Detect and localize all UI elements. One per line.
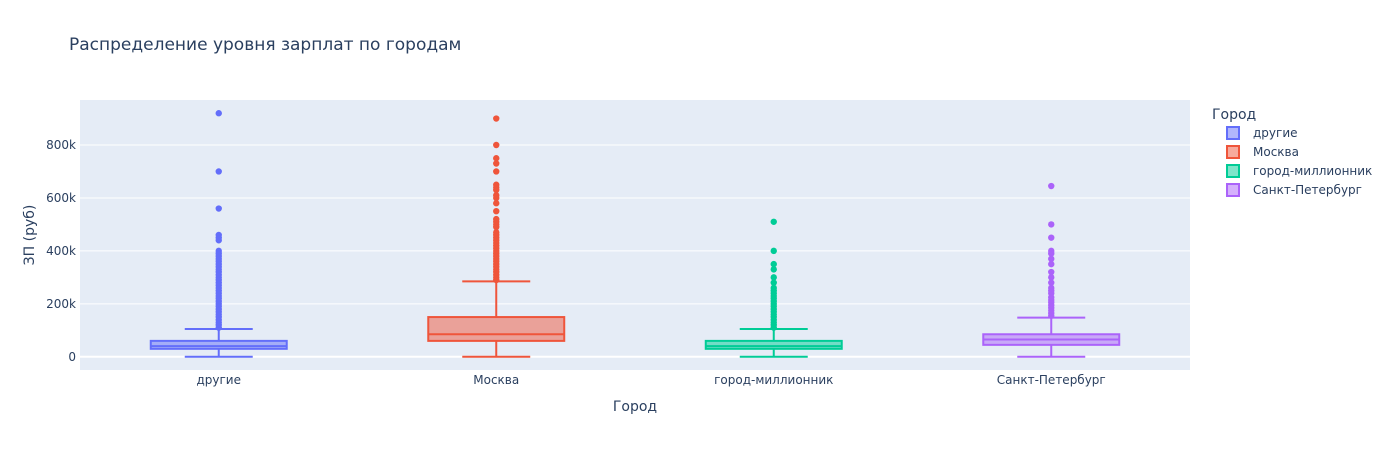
box-iqr: [427, 316, 566, 342]
box-trace: [149, 110, 288, 358]
outlier-point: [770, 260, 777, 268]
outlier-point: [770, 279, 777, 286]
legend-swatch: [1226, 145, 1240, 159]
outlier-point: [770, 284, 777, 292]
y-tick-label: 800k: [46, 138, 76, 152]
legend-title: Город: [1212, 107, 1256, 123]
outlier-point: [1048, 279, 1055, 286]
box-traces: [149, 110, 1121, 358]
legend-label: другие: [1253, 126, 1298, 140]
outlier-point: [493, 192, 500, 199]
outlier-point: [770, 218, 777, 225]
x-tick-labels: другие Москва город-миллионник Санкт-Петерб…: [196, 373, 1105, 387]
outlier-point: [493, 160, 500, 167]
box-trace: [427, 115, 566, 358]
legend-items: другие Москва город-миллионник Санкт-Петерб…: [1226, 126, 1372, 197]
box-iqr: [704, 339, 843, 350]
outlier-point: [215, 231, 222, 239]
x-tick-label: город-миллионник: [714, 373, 833, 387]
outlier-point: [493, 181, 500, 188]
legend-label: город-миллионник: [1253, 164, 1372, 178]
y-tick-label: 200k: [46, 297, 76, 311]
outlier-point: [1048, 247, 1055, 255]
outlier-point: [770, 266, 777, 273]
outlier-point: [493, 200, 500, 207]
y-tick-label: 600k: [46, 191, 76, 205]
outlier-point: [493, 215, 500, 223]
legend-label: Москва: [1253, 145, 1299, 159]
x-tick-label: Москва: [473, 373, 519, 387]
y-axis-title: ЗП (руб): [22, 205, 38, 266]
legend-label: Санкт-Петербург: [1253, 183, 1362, 197]
outlier-point: [1048, 234, 1055, 241]
y-tick-label: 400k: [46, 244, 76, 258]
outlier-point: [215, 168, 222, 175]
outlier-point: [1048, 268, 1055, 276]
legend-swatch: [1226, 126, 1240, 140]
y-tick-labels: 0 200k 400k 600k 800k: [46, 138, 76, 364]
x-tick-label: Санкт-Петербург: [997, 373, 1106, 387]
outlier-point: [493, 168, 500, 175]
outlier-point: [1048, 182, 1055, 190]
x-tick-label: другие: [196, 373, 241, 387]
x-axis-title: Город: [613, 399, 657, 415]
box-trace: [982, 182, 1121, 358]
y-tick-label: 0: [68, 350, 76, 364]
outlier-point: [1048, 284, 1055, 292]
chart-title: Распределение уровня зарплат по городам: [69, 35, 461, 55]
legend: Город другие Москва город-миллионник Санкт-…: [1212, 107, 1372, 197]
outlier-point: [215, 247, 222, 255]
legend-swatch: [1226, 164, 1240, 178]
outlier-point: [493, 229, 500, 236]
outlier-point: [493, 115, 500, 122]
outlier-point: [1048, 255, 1055, 263]
legend-swatch: [1226, 183, 1240, 197]
outlier-point: [1048, 221, 1055, 228]
outlier-point: [493, 207, 500, 215]
outlier-point: [1048, 274, 1055, 281]
outlier-point: [1048, 260, 1055, 268]
outlier-point: [493, 155, 500, 162]
outlier-point: [493, 141, 500, 149]
outlier-point: [215, 110, 222, 117]
box-iqr: [149, 339, 288, 350]
gridlines: [80, 144, 1190, 358]
box-trace: [704, 218, 843, 358]
outlier-point: [215, 205, 222, 212]
outlier-point: [770, 247, 777, 255]
outlier-point: [770, 274, 777, 281]
